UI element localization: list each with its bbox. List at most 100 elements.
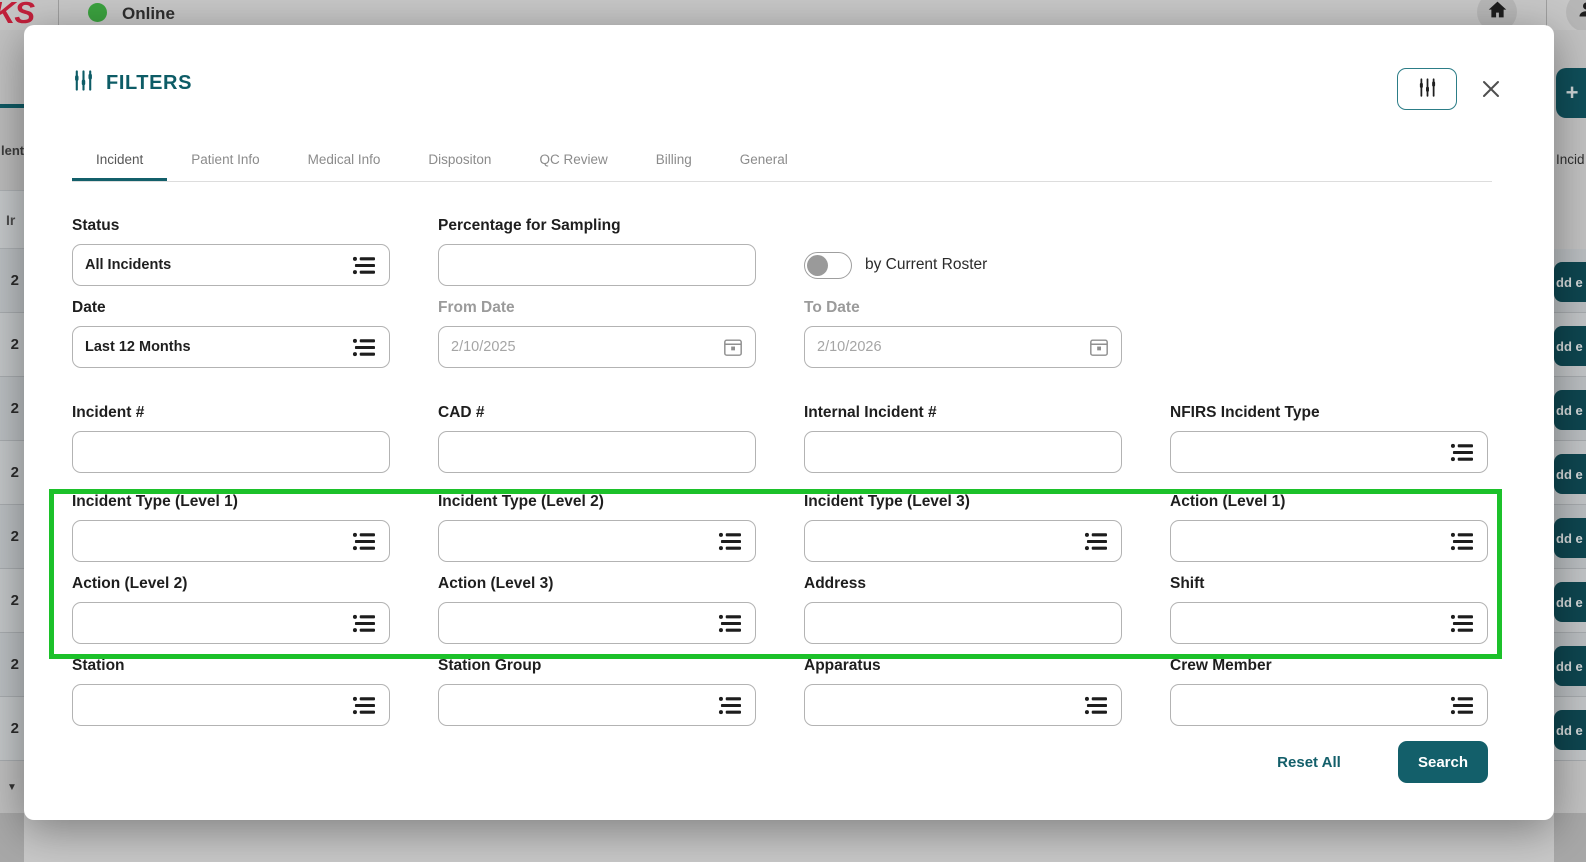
background-accent-line <box>0 104 24 108</box>
field-label: Shift <box>1170 575 1205 592</box>
home-icon <box>1487 0 1508 25</box>
list-icon <box>352 255 377 276</box>
background-table-left: lent Ir 2 2 2 2 2 2 2 2 ▼ <box>0 30 24 862</box>
calendar-icon[interactable] <box>1089 337 1109 357</box>
table-row[interactable]: 2 <box>0 313 24 377</box>
list-icon <box>352 613 377 634</box>
incident-type-level-2-select[interactable] <box>438 520 756 562</box>
table-row[interactable]: 2 <box>0 377 24 441</box>
add-event-button[interactable]: dd e <box>1554 646 1586 686</box>
add-event-button[interactable]: dd e <box>1554 390 1586 430</box>
action-level-3-select[interactable] <box>438 602 756 644</box>
table-row[interactable]: 2 <box>0 697 24 761</box>
person-icon <box>1576 0 1586 25</box>
date-select[interactable]: Last 12 Months <box>72 326 390 368</box>
field-label: Incident Type (Level 3) <box>804 493 970 510</box>
field-address: Address <box>804 575 1122 644</box>
add-event-button[interactable]: dd e <box>1554 582 1586 622</box>
sampling-input[interactable] <box>451 257 743 273</box>
list-icon <box>718 695 743 716</box>
tab-incident[interactable]: Incident <box>72 141 168 181</box>
add-event-button[interactable]: dd e <box>1554 262 1586 302</box>
list-icon <box>1084 531 1109 552</box>
incident-type-level-3-select[interactable] <box>804 520 1122 562</box>
dropdown-caret-icon[interactable]: ▼ <box>0 761 24 813</box>
list-icon <box>1450 613 1475 634</box>
from-date-input-box <box>438 326 756 368</box>
field-shift: Shift <box>1170 575 1488 644</box>
table-row[interactable]: 2 <box>0 505 24 569</box>
internal-incident-number-input[interactable] <box>817 444 1109 460</box>
table-row[interactable]: 2 <box>0 569 24 633</box>
profile-button[interactable] <box>1566 0 1586 32</box>
internal-incident-number-input-box <box>804 431 1122 473</box>
status-select[interactable]: All Incidents <box>72 244 390 286</box>
cad-number-input[interactable] <box>451 444 743 460</box>
table-row[interactable]: 2 <box>0 441 24 505</box>
field-label: Action (Level 2) <box>72 575 188 592</box>
field-action-level-1: Action (Level 1) <box>1170 493 1488 562</box>
list-icon <box>1450 531 1475 552</box>
topbar-divider <box>1546 0 1547 30</box>
date-value: Last 12 Months <box>85 339 191 355</box>
field-apparatus: Apparatus <box>804 657 1122 726</box>
background-partial-text: lent <box>1 143 24 158</box>
new-incident-button[interactable]: + <box>1556 68 1586 118</box>
add-event-button[interactable]: dd e <box>1554 710 1586 750</box>
field-to-date: To Date <box>804 299 1122 368</box>
table-row[interactable]: 2 <box>0 633 24 697</box>
add-event-button[interactable]: dd e <box>1554 326 1586 366</box>
address-input[interactable] <box>817 615 1109 631</box>
field-incident-type-level-2: Incident Type (Level 2) <box>438 493 756 562</box>
background-partial-text: Incid <box>1556 152 1585 167</box>
tab-billing[interactable]: Billing <box>655 152 692 167</box>
tab-qc-review[interactable]: QC Review <box>539 152 608 167</box>
field-nfirs-incident-type: NFIRS Incident Type <box>1170 404 1488 473</box>
table-row[interactable]: 2 <box>0 249 24 313</box>
field-label: Action (Level 1) <box>1170 493 1286 510</box>
toggle-label: by Current Roster <box>865 256 988 273</box>
field-incident-number: Incident # <box>72 404 390 473</box>
to-date-input[interactable] <box>817 339 1089 355</box>
nfirs-incident-type-select[interactable] <box>1170 431 1488 473</box>
tab-general[interactable]: General <box>739 152 788 167</box>
incident-type-level-1-select[interactable] <box>72 520 390 562</box>
calendar-icon[interactable] <box>723 337 743 357</box>
tab-medical-info[interactable]: Medical Info <box>307 152 381 167</box>
field-action-level-2: Action (Level 2) <box>72 575 390 644</box>
field-station: Station <box>72 657 390 726</box>
tab-dispositon[interactable]: Dispositon <box>428 152 492 167</box>
add-event-button[interactable]: dd e <box>1554 454 1586 494</box>
field-label: From Date <box>438 299 515 316</box>
list-icon <box>1084 695 1109 716</box>
apparatus-select[interactable] <box>804 684 1122 726</box>
incident-number-input[interactable] <box>85 444 377 460</box>
list-icon <box>352 337 377 358</box>
field-incident-type-level-1: Incident Type (Level 1) <box>72 493 390 562</box>
from-date-input[interactable] <box>451 339 723 355</box>
background-toolbar <box>0 108 24 190</box>
field-label: Internal Incident # <box>804 404 937 421</box>
tab-patient-info[interactable]: Patient Info <box>191 152 260 167</box>
current-roster-toggle[interactable] <box>804 251 852 279</box>
field-label: Apparatus <box>804 657 881 674</box>
close-icon[interactable] <box>1474 72 1508 106</box>
add-event-button[interactable]: dd e <box>1554 518 1586 558</box>
online-status-dot <box>88 3 107 22</box>
station-select[interactable] <box>72 684 390 726</box>
crew-member-select[interactable] <box>1170 684 1488 726</box>
search-button[interactable]: Search <box>1398 741 1488 783</box>
station-group-select[interactable] <box>438 684 756 726</box>
list-icon <box>1450 442 1475 463</box>
field-action-level-3: Action (Level 3) <box>438 575 756 644</box>
reset-all-button[interactable]: Reset All <box>1254 741 1364 783</box>
field-label: Action (Level 3) <box>438 575 554 592</box>
field-station-group: Station Group <box>438 657 756 726</box>
action-level-1-select[interactable] <box>1170 520 1488 562</box>
filter-sliders-icon <box>72 69 95 97</box>
filter-panel-toggle-button[interactable] <box>1397 68 1457 110</box>
toggle-knob <box>807 254 828 276</box>
action-level-2-select[interactable] <box>72 602 390 644</box>
shift-select[interactable] <box>1170 602 1488 644</box>
field-label: Incident Type (Level 1) <box>72 493 238 510</box>
